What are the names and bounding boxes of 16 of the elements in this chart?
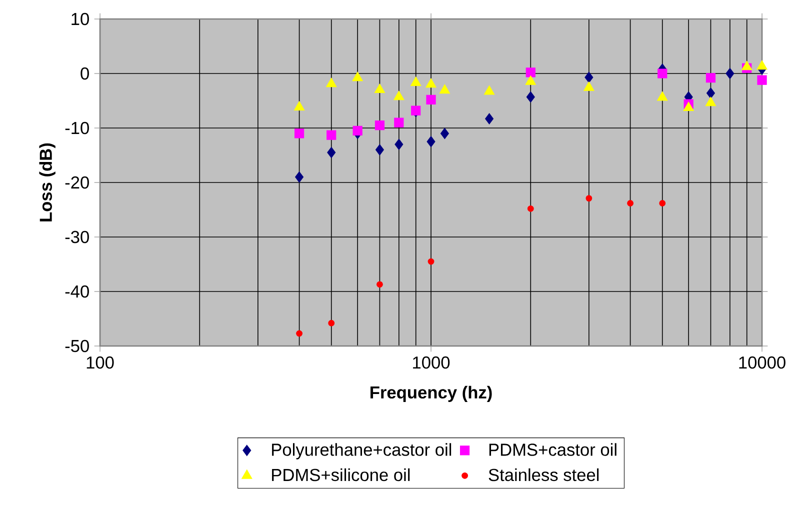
y-axis-title: Loss (dB) xyxy=(39,143,56,222)
y-tick-label: 10 xyxy=(72,12,89,26)
y-tick-label: -10 xyxy=(65,122,89,134)
y-tick-label: -40 xyxy=(65,285,89,298)
x-tick-label: 1000 xyxy=(413,356,450,369)
x-tick-label: 10000 xyxy=(739,356,786,369)
legend-label: Stainless steel xyxy=(488,468,599,482)
x-tick-label: 100 xyxy=(86,356,114,369)
legend-label: PDMS+silicone oil xyxy=(272,468,410,482)
legend-label: Polyurethane+castor oil xyxy=(272,443,452,460)
legend-label: PDMS+castor oil xyxy=(489,443,616,456)
y-tick-label: -20 xyxy=(65,176,89,189)
y-tick-label: -50 xyxy=(65,340,89,352)
x-axis-title: Frequency (hz) xyxy=(370,386,492,402)
y-tick-label: 0 xyxy=(80,67,89,80)
y-tick-label: -30 xyxy=(65,230,89,244)
